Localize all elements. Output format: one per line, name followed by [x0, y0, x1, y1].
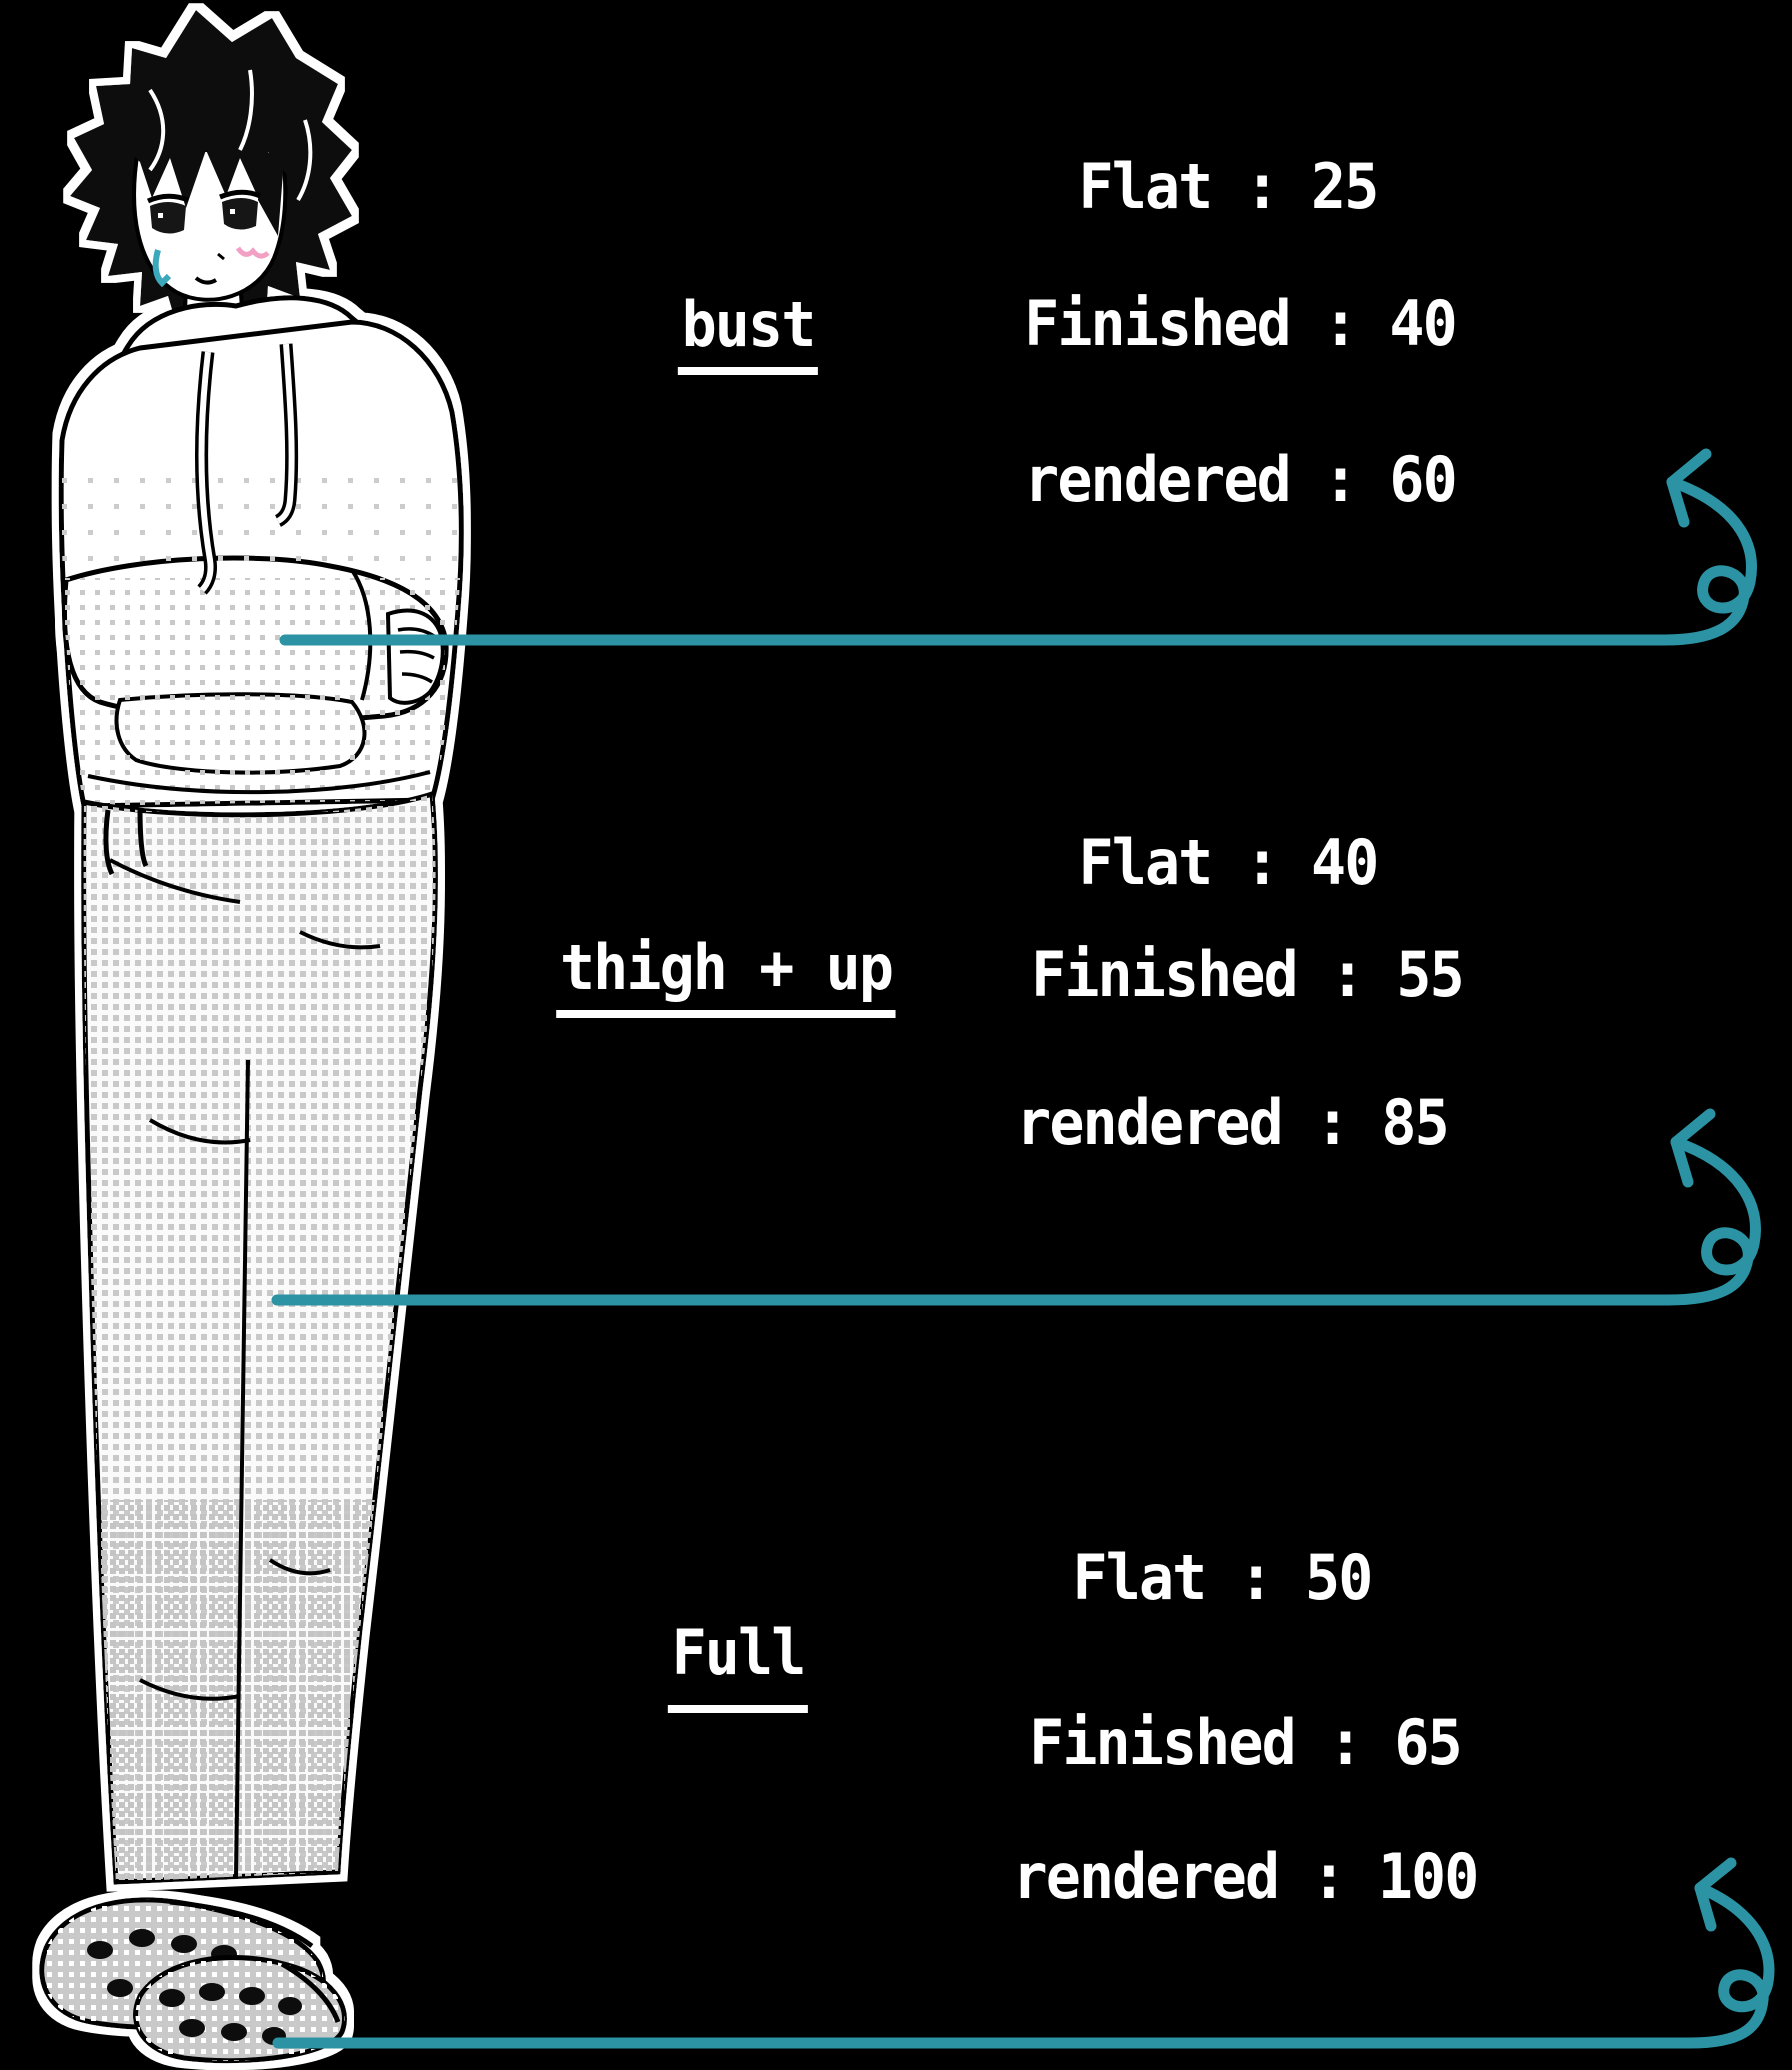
pants-shading-lower: [83, 1500, 436, 1882]
thigh-finished-price: Finished : 55: [1031, 938, 1465, 1011]
character-mouth: [194, 276, 218, 285]
croc-strap: [169, 1899, 314, 1949]
section-label-thigh-up: thigh + up: [556, 930, 896, 1018]
sweat-drop-mark: [152, 249, 172, 288]
crocs-shoes: [39, 1897, 347, 2064]
hair-highlights: [148, 69, 313, 202]
bust-curly-arrow-icon: [279, 448, 1757, 646]
thigh-flat-price: Flat : 40: [1078, 826, 1380, 899]
hoodie-hem-line: [87, 770, 431, 795]
bust-rendered-price: rendered : 60: [1024, 443, 1458, 516]
character-side-bang: [258, 150, 284, 236]
pants-fold-lines: [109, 858, 381, 1879]
croc-strap: [280, 1961, 341, 2023]
croc-holes: [159, 1983, 302, 2045]
character-nose: [217, 252, 225, 261]
full-finished-price: Finished : 65: [1029, 1706, 1463, 1779]
hoodie-drawstrings: [195, 343, 299, 595]
thigh-curly-arrow-icon: [271, 1108, 1761, 1306]
hoodie-shading-sparse: [61, 460, 462, 578]
character-hand: [385, 608, 445, 705]
character-face: [132, 148, 288, 302]
character-eyes: [146, 189, 262, 234]
character-illustration: [39, 10, 464, 2064]
bust-flat-price: Flat : 25: [1078, 150, 1380, 223]
sleeve-cuff-line: [350, 568, 373, 701]
bust-finished-price: Finished : 40: [1024, 287, 1458, 360]
section-label-bust: bust: [677, 287, 819, 375]
full-curly-arrow-icon: [272, 1857, 1775, 2049]
blush-mark: [235, 246, 270, 259]
section-label-full: Full: [667, 1615, 809, 1713]
thigh-rendered-price: rendered : 85: [1016, 1086, 1450, 1159]
pants-drawstrings: [103, 807, 149, 876]
full-rendered-price: rendered : 100: [1012, 1840, 1480, 1913]
full-flat-price: Flat : 50: [1072, 1541, 1374, 1614]
